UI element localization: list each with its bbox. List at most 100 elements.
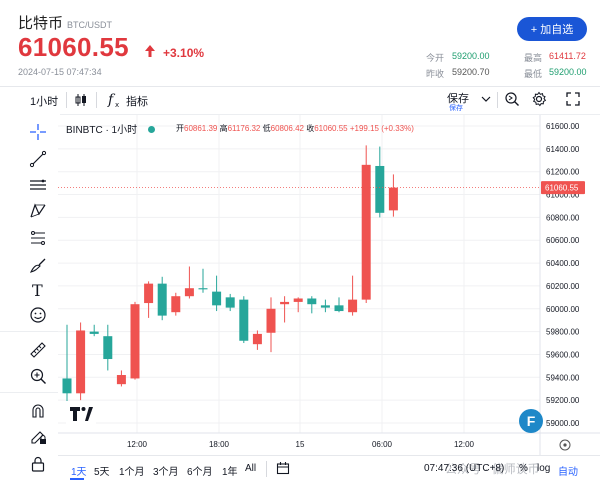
chevron-down-icon[interactable] — [481, 95, 491, 103]
svg-text:x: x — [115, 101, 119, 108]
add-watchlist-button[interactable]: + 加自选 — [517, 17, 587, 41]
range-1d[interactable]: 1天 — [71, 467, 87, 478]
toolbar-separator — [66, 92, 67, 108]
price-tick-label: 60600.00 — [546, 236, 580, 245]
candle-body — [76, 330, 86, 394]
function-icon[interactable]: f x — [107, 91, 121, 108]
candle-body — [116, 375, 126, 385]
chart-grid — [58, 115, 600, 455]
ohlc-open: 60861.39 — [184, 124, 218, 133]
save-button[interactable]: 保存 — [447, 93, 469, 105]
open-label: 今开 — [426, 53, 445, 63]
price-tick-label: 61200.00 — [546, 168, 580, 177]
ohlc-change: +199.15 (+0.33%) — [349, 124, 414, 133]
ohlc-high-label: 高 — [219, 124, 228, 133]
range-6m[interactable]: 6个月 — [187, 467, 213, 478]
high-value: 61411.72 — [549, 51, 586, 61]
trend-line-icon[interactable] — [26, 148, 50, 170]
candle-body — [239, 299, 249, 341]
time-tick-label: 18:00 — [209, 440, 230, 449]
utc-clock[interactable]: 07:47:36 (UTC+8) — [424, 463, 505, 474]
brush-icon[interactable] — [26, 254, 50, 276]
candle-body — [157, 283, 167, 316]
range-3m[interactable]: 3个月 — [153, 467, 179, 478]
ohlc-high: 61176.32 — [227, 124, 261, 133]
zoom-icon[interactable] — [26, 365, 50, 387]
candle-body — [198, 288, 208, 290]
svg-text:T: T — [32, 281, 43, 299]
candle-body — [184, 288, 194, 297]
time-tick-label: 12:00 — [127, 440, 148, 449]
pair-code: BTC/USDT — [67, 20, 113, 30]
candle-body — [171, 296, 181, 313]
time-axis: 12:00 18:00 15 06:00 12:00 — [127, 440, 475, 449]
pattern-icon[interactable] — [26, 200, 50, 222]
toolbar-divider — [0, 86, 600, 87]
candle-body — [89, 331, 99, 334]
range-all[interactable]: All — [245, 463, 257, 474]
emoji-icon[interactable] — [26, 304, 50, 326]
legend-symbol[interactable]: BINBTC · 1小时 — [66, 125, 138, 136]
candle-body — [252, 333, 262, 345]
tool-group-divider — [0, 331, 58, 332]
crosshair-icon[interactable] — [26, 121, 50, 143]
range-5d[interactable]: 5天 — [94, 467, 110, 478]
magnet-icon[interactable] — [26, 400, 50, 422]
range-1y[interactable]: 1年 — [222, 467, 238, 478]
price-tick-label: 59800.00 — [546, 328, 580, 337]
time-tick-label: 12:00 — [454, 440, 475, 449]
axis-settings-icon[interactable] — [559, 439, 571, 451]
candles — [62, 145, 398, 408]
price-tick-label: 61600.00 — [546, 122, 580, 131]
ruler-icon[interactable] — [26, 339, 50, 361]
price-tick-label: 60400.00 — [546, 259, 580, 268]
svg-text:f: f — [107, 92, 116, 108]
range-1m[interactable]: 1个月 — [119, 467, 145, 478]
price-tick-label: 60800.00 — [546, 213, 580, 222]
auto-toggle[interactable]: 自动 — [558, 467, 578, 478]
fullscreen-icon[interactable] — [566, 92, 580, 106]
candle-body — [361, 164, 371, 300]
price-timestamp: 2024-07-15 07:47:34 — [18, 67, 102, 77]
candle-body — [266, 308, 276, 333]
candle-style-icon[interactable] — [73, 92, 89, 108]
time-tick-label: 15 — [296, 440, 305, 449]
last-price-tag — [541, 181, 585, 195]
text-icon[interactable]: T — [26, 279, 50, 301]
last-price-marker: 61060.55 — [58, 181, 585, 195]
replay-icon[interactable] — [504, 91, 520, 107]
active-range-indicator — [70, 478, 84, 480]
goto-date-icon[interactable] — [276, 461, 290, 475]
fib-icon[interactable] — [26, 227, 50, 249]
ohlc-open-label: 开 — [176, 124, 184, 133]
price-tick-label: 59600.00 — [546, 350, 580, 359]
time-tick-label: 06:00 — [372, 440, 393, 449]
save-sub-label: 保存 — [449, 105, 463, 112]
candle-body — [320, 305, 330, 308]
horizontal-lines-icon[interactable] — [26, 174, 50, 196]
open-value: 59200.00 — [452, 51, 490, 61]
price-tick-label: 61400.00 — [546, 145, 580, 154]
ohlc-close: 61060.55 — [314, 124, 348, 133]
prev-close-value: 59200.70 — [452, 67, 490, 77]
candle-body — [225, 297, 235, 308]
lock-draw-icon[interactable] — [26, 426, 50, 448]
settings-gear-icon[interactable] — [531, 91, 547, 107]
interval-selector[interactable]: 1小时 — [30, 96, 59, 108]
lock-icon[interactable] — [26, 453, 50, 475]
tool-group-divider — [0, 392, 58, 393]
bottom-bar-divider — [58, 455, 600, 456]
indicators-button[interactable]: 指标 — [126, 96, 148, 108]
candle-body — [280, 301, 290, 305]
ohlc-close-label: 收 — [306, 124, 315, 133]
watermark-text: 公众号 · 偏师谈币 — [445, 462, 540, 476]
pair-title: 比特币 BTC/USDT — [18, 12, 112, 33]
f-badge-icon[interactable]: F — [519, 409, 543, 433]
low-label: 最低 — [524, 69, 543, 79]
candle-body — [212, 291, 222, 306]
high-label: 最高 — [524, 53, 543, 63]
log-toggle[interactable]: log — [537, 463, 551, 474]
percent-toggle[interactable]: % — [519, 463, 528, 474]
pair-name: 比特币 — [18, 15, 64, 32]
